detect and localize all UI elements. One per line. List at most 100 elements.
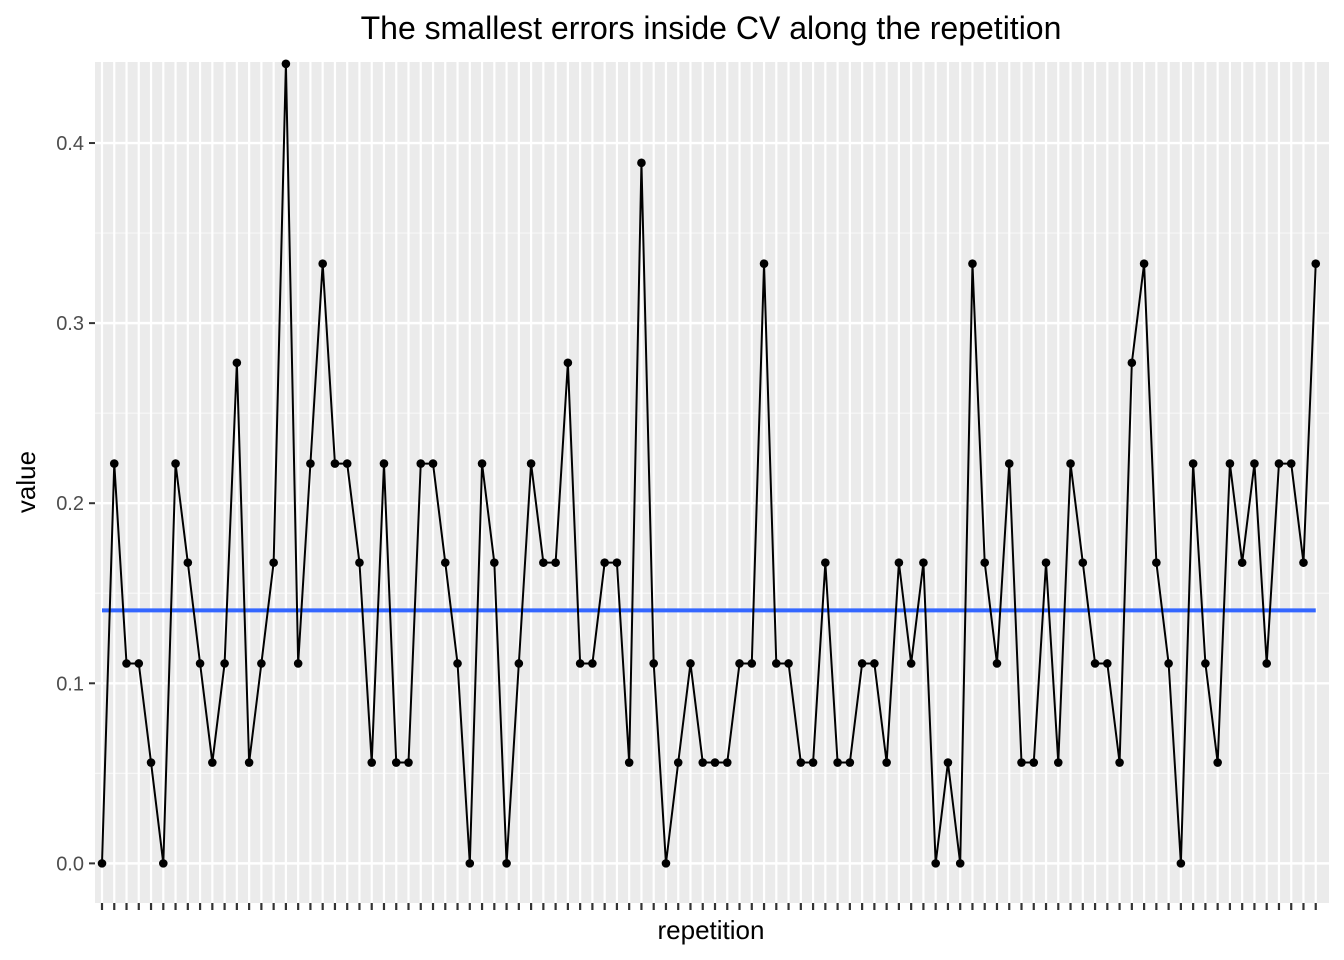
data-point [1066, 459, 1075, 468]
data-point [453, 659, 462, 668]
data-point [122, 659, 131, 668]
data-point [244, 758, 254, 767]
data-point [808, 758, 818, 767]
data-point [1115, 758, 1124, 767]
data-point [1041, 558, 1051, 567]
data-point [440, 558, 450, 567]
y-tick-label: 0.2 [56, 493, 84, 515]
data-point [931, 859, 940, 868]
y-tick-label: 0.4 [56, 133, 84, 155]
data-point [588, 659, 597, 668]
data-point [232, 358, 242, 368]
chart-title: The smallest errors inside CV along the … [361, 10, 1062, 46]
data-point [968, 259, 977, 268]
data-point [1201, 659, 1210, 668]
data-point [159, 859, 168, 868]
data-point [367, 758, 377, 767]
data-point [1053, 758, 1063, 767]
y-axis-label: value [11, 451, 41, 513]
data-point [355, 558, 364, 567]
data-point [502, 859, 511, 868]
x-axis-ticks [100, 903, 1317, 910]
y-tick-label: 0.3 [56, 313, 84, 335]
data-point [673, 758, 683, 767]
data-point [833, 758, 842, 767]
data-point [1225, 459, 1235, 468]
data-point [575, 659, 585, 668]
data-point [722, 758, 732, 767]
data-point [257, 659, 266, 668]
data-point [416, 459, 426, 468]
data-point [428, 459, 438, 468]
data-point [183, 558, 193, 567]
y-tick-label: 0.1 [56, 673, 84, 695]
data-point [943, 758, 953, 767]
y-axis-tick-labels: 0.0 0.1 0.2 0.3 0.4 [56, 133, 84, 875]
data-point [526, 459, 536, 468]
data-point [1139, 259, 1149, 268]
minor-gridlines-y [95, 232, 1329, 774]
data-point [1286, 459, 1296, 468]
data-point [661, 859, 671, 868]
data-point [955, 859, 965, 868]
data-point [220, 659, 229, 668]
data-point [318, 259, 327, 268]
data-point [624, 758, 634, 767]
data-point [490, 558, 499, 567]
data-point [551, 558, 560, 567]
major-gridlines-y [95, 141, 1329, 865]
data-point [1176, 859, 1186, 868]
data-point [1311, 259, 1321, 268]
data-point [1090, 659, 1100, 668]
data-point [281, 59, 291, 69]
data-point [1213, 758, 1222, 767]
data-point [894, 558, 904, 567]
data-point [293, 659, 303, 668]
data-point [477, 459, 487, 468]
data-point [796, 758, 806, 767]
data-point [1299, 558, 1308, 567]
data-point [637, 158, 646, 168]
data-point [404, 758, 413, 767]
data-point [391, 758, 401, 767]
data-point [109, 459, 119, 468]
data-point [563, 358, 573, 368]
data-point [870, 659, 879, 668]
data-point [1274, 459, 1284, 468]
data-point [269, 558, 278, 567]
data-point [919, 558, 928, 567]
data-point [1017, 758, 1026, 767]
data-point [379, 459, 389, 468]
data-point [1127, 358, 1137, 368]
data-point [698, 758, 708, 767]
data-point [747, 659, 757, 668]
data-point [306, 459, 315, 468]
data-point [97, 859, 107, 868]
data-point [195, 659, 205, 668]
data-point [772, 659, 781, 668]
data-point [882, 758, 891, 767]
data-point [857, 659, 867, 668]
data-point [1029, 758, 1039, 767]
data-point [1152, 558, 1161, 567]
data-point [980, 558, 990, 567]
data-point [1188, 459, 1198, 468]
data-point [784, 659, 793, 668]
data-point [171, 459, 180, 468]
data-point [710, 758, 720, 767]
data-point [1250, 459, 1259, 468]
data-point [1103, 659, 1112, 668]
series-points [97, 59, 1321, 868]
data-point [906, 659, 916, 668]
data-point [1004, 459, 1014, 468]
data-point [514, 659, 524, 668]
x-axis-label: repetition [658, 915, 765, 945]
data-point [845, 758, 855, 767]
data-point [1262, 659, 1271, 668]
data-point [539, 558, 548, 567]
data-point [330, 459, 340, 468]
data-point [649, 659, 658, 668]
data-point [465, 859, 475, 868]
data-point [821, 558, 830, 567]
